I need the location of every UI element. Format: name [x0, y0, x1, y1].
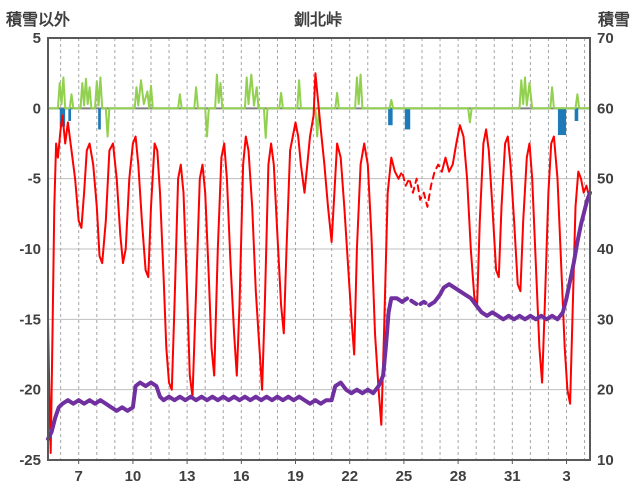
x-tick-label: 22: [341, 468, 358, 485]
blue-bar: [388, 108, 393, 126]
x-tick-label: 31: [504, 468, 521, 485]
red-temperature-line-dashed: [397, 163, 443, 208]
purple-snow-depth-line: [46, 190, 592, 441]
y-left-tick-label: -15: [19, 311, 41, 328]
x-tick-label: 3: [562, 468, 570, 485]
y-left-tick-label: -25: [19, 452, 41, 469]
red-temperature-line: [47, 72, 591, 454]
y-left-tick-label: -10: [19, 241, 41, 258]
blue-bar: [404, 108, 411, 130]
plot-border: [47, 37, 591, 461]
x-tick-label: 19: [287, 468, 304, 485]
y-right-tick-label: 30: [597, 311, 614, 328]
y-left-tick-label: 0: [33, 100, 41, 117]
y-left-tick-label: 5: [33, 30, 41, 47]
purple-snow-depth-line-dashed: [400, 296, 432, 308]
x-tick-label: 13: [179, 468, 196, 485]
blue-bar: [574, 108, 579, 121]
blue-bar: [98, 108, 101, 130]
y-right-tick-label: 60: [597, 100, 614, 117]
x-tick-label: 28: [450, 468, 467, 485]
blue-bar: [557, 108, 567, 136]
y-right-tick-label: 20: [597, 382, 614, 399]
y-left-tick-label: -20: [19, 382, 41, 399]
green-line: [47, 73, 591, 139]
y-left-tick-label: -5: [28, 171, 41, 188]
x-tick-label: 16: [233, 468, 250, 485]
blue-bar: [68, 108, 72, 121]
y-right-tick-label: 10: [597, 452, 614, 469]
x-tick-label: 10: [125, 468, 142, 485]
y-right-tick-label: 40: [597, 241, 614, 258]
x-tick-label: 7: [75, 468, 83, 485]
x-tick-label: 25: [396, 468, 413, 485]
y-right-tick-label: 70: [597, 30, 614, 47]
y-right-tick-label: 50: [597, 171, 614, 188]
